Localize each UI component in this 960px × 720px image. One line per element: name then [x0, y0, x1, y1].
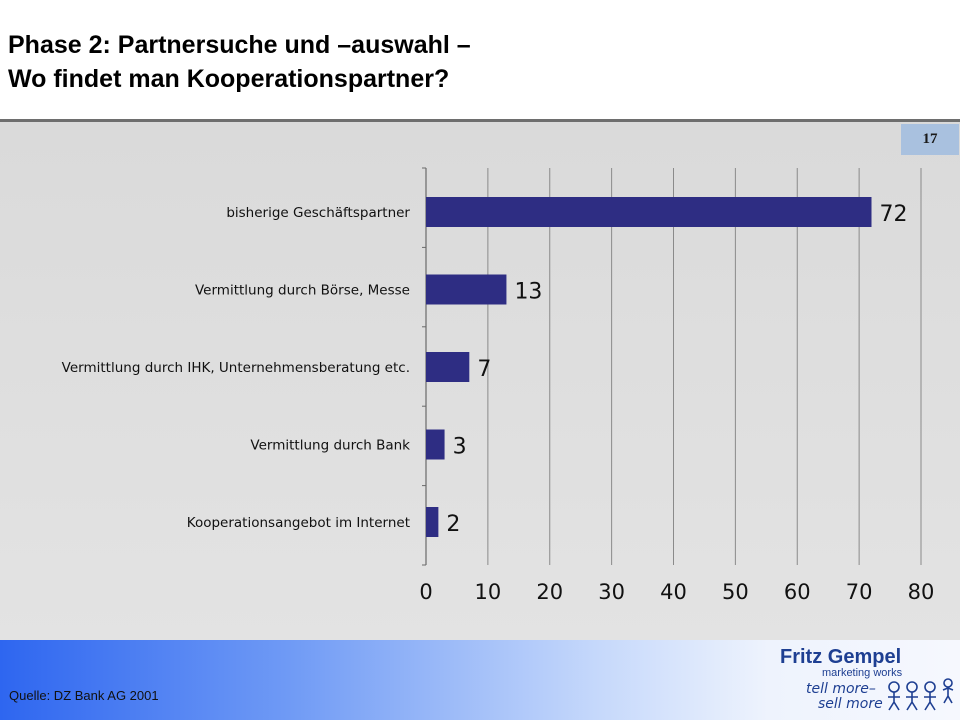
x-tick-label-70: 70 [846, 580, 873, 604]
x-tick-label-60: 60 [784, 580, 811, 604]
bar-2 [426, 274, 507, 305]
x-tick-label-0: 0 [419, 580, 432, 604]
data-label-3: 7 [477, 357, 491, 382]
data-label-5: 2 [446, 512, 460, 537]
x-tick-label-80: 80 [908, 580, 935, 604]
data-label-1: 72 [880, 202, 908, 227]
bar-4 [426, 429, 445, 460]
slide-title: Phase 2: Partnersuche und –auswahl – Wo … [8, 28, 471, 96]
stick-figures-icon [888, 678, 954, 711]
x-tick-label-10: 10 [475, 580, 502, 604]
slide-title-line-2: Wo findet man Kooperationspartner? [8, 65, 450, 93]
category-label-3: Vermittlung durch IHK, Unternehmensberat… [62, 360, 410, 376]
category-label-2: Vermittlung durch Börse, Messe [195, 283, 410, 299]
category-label-1: bisherige Geschäftspartner [226, 205, 410, 221]
source-note: Quelle: DZ Bank AG 2001 [9, 688, 159, 703]
logo-tagline: marketing works [822, 667, 903, 679]
category-label-4: Vermittlung durch Bank [250, 438, 410, 454]
data-label-4: 3 [453, 435, 467, 460]
logo-name: Fritz Gempel [780, 646, 901, 668]
logo-slogan-1: tell more– [806, 681, 876, 697]
data-label-2: 13 [514, 280, 542, 305]
footer-band [0, 640, 960, 720]
logo-slogan-2: sell more [818, 696, 883, 712]
title-divider [0, 119, 960, 122]
bar-1 [426, 197, 872, 227]
x-tick-label-30: 30 [598, 580, 625, 604]
company-logo: Fritz Gempel marketing works tell more– … [780, 646, 954, 712]
x-tick-label-50: 50 [722, 580, 749, 604]
category-label-5: Kooperationsangebot im Internet [187, 515, 410, 531]
slide-title-line-1: Phase 2: Partnersuche und –auswahl – [8, 31, 471, 59]
bar-3 [426, 352, 470, 382]
page-number: 17 [901, 124, 959, 155]
x-tick-label-20: 20 [536, 580, 563, 604]
x-tick-label-40: 40 [660, 580, 687, 604]
bar-5 [426, 507, 439, 537]
